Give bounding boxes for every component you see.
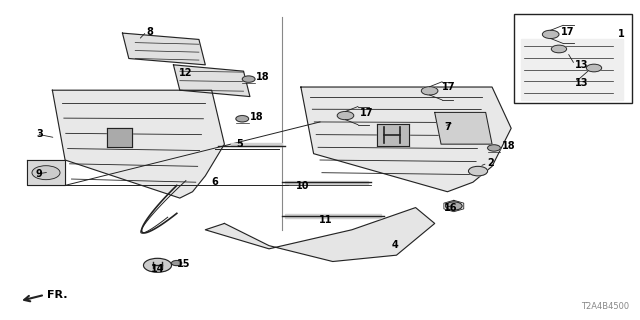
Circle shape bbox=[488, 145, 500, 151]
Text: 17: 17 bbox=[360, 108, 373, 118]
Polygon shape bbox=[122, 33, 205, 65]
Text: FR.: FR. bbox=[47, 291, 68, 300]
Circle shape bbox=[337, 111, 354, 120]
Polygon shape bbox=[521, 39, 623, 100]
Text: 17: 17 bbox=[561, 27, 574, 37]
Polygon shape bbox=[205, 208, 435, 261]
Polygon shape bbox=[301, 87, 511, 192]
Text: 18: 18 bbox=[502, 141, 515, 151]
Text: 2: 2 bbox=[488, 158, 494, 168]
Bar bbox=[106, 128, 132, 147]
Text: 13: 13 bbox=[575, 77, 588, 88]
Text: 15: 15 bbox=[177, 259, 190, 269]
Text: 8: 8 bbox=[147, 27, 154, 36]
Circle shape bbox=[445, 202, 462, 210]
Text: 18: 18 bbox=[250, 112, 264, 122]
Polygon shape bbox=[173, 65, 250, 97]
Text: 12: 12 bbox=[179, 68, 192, 78]
Circle shape bbox=[32, 166, 60, 180]
Polygon shape bbox=[435, 112, 492, 144]
Text: 7: 7 bbox=[444, 122, 451, 132]
Circle shape bbox=[586, 64, 602, 72]
Text: 3: 3 bbox=[36, 129, 43, 139]
Text: 16: 16 bbox=[444, 203, 458, 212]
Text: 10: 10 bbox=[296, 181, 309, 191]
Circle shape bbox=[551, 45, 566, 53]
Text: 5: 5 bbox=[236, 139, 243, 148]
Bar bbox=[515, 14, 632, 103]
Text: T2A4B4500: T2A4B4500 bbox=[581, 302, 629, 311]
Text: 11: 11 bbox=[319, 215, 332, 225]
Polygon shape bbox=[285, 180, 368, 184]
Circle shape bbox=[542, 30, 559, 38]
Polygon shape bbox=[231, 142, 282, 146]
Text: 13: 13 bbox=[575, 60, 588, 70]
Text: 18: 18 bbox=[256, 72, 270, 82]
Polygon shape bbox=[27, 160, 65, 185]
Circle shape bbox=[243, 76, 255, 82]
Text: 4: 4 bbox=[392, 240, 398, 250]
Text: 9: 9 bbox=[35, 169, 42, 179]
Circle shape bbox=[421, 87, 438, 95]
Circle shape bbox=[236, 116, 248, 122]
Text: 6: 6 bbox=[212, 177, 218, 187]
Polygon shape bbox=[285, 214, 381, 218]
Text: 1: 1 bbox=[618, 29, 625, 39]
Bar bbox=[378, 124, 409, 146]
Circle shape bbox=[143, 258, 172, 272]
Circle shape bbox=[468, 166, 488, 176]
Circle shape bbox=[172, 260, 182, 266]
Polygon shape bbox=[52, 90, 225, 198]
Text: 17: 17 bbox=[442, 82, 456, 92]
Text: 14: 14 bbox=[151, 264, 164, 275]
